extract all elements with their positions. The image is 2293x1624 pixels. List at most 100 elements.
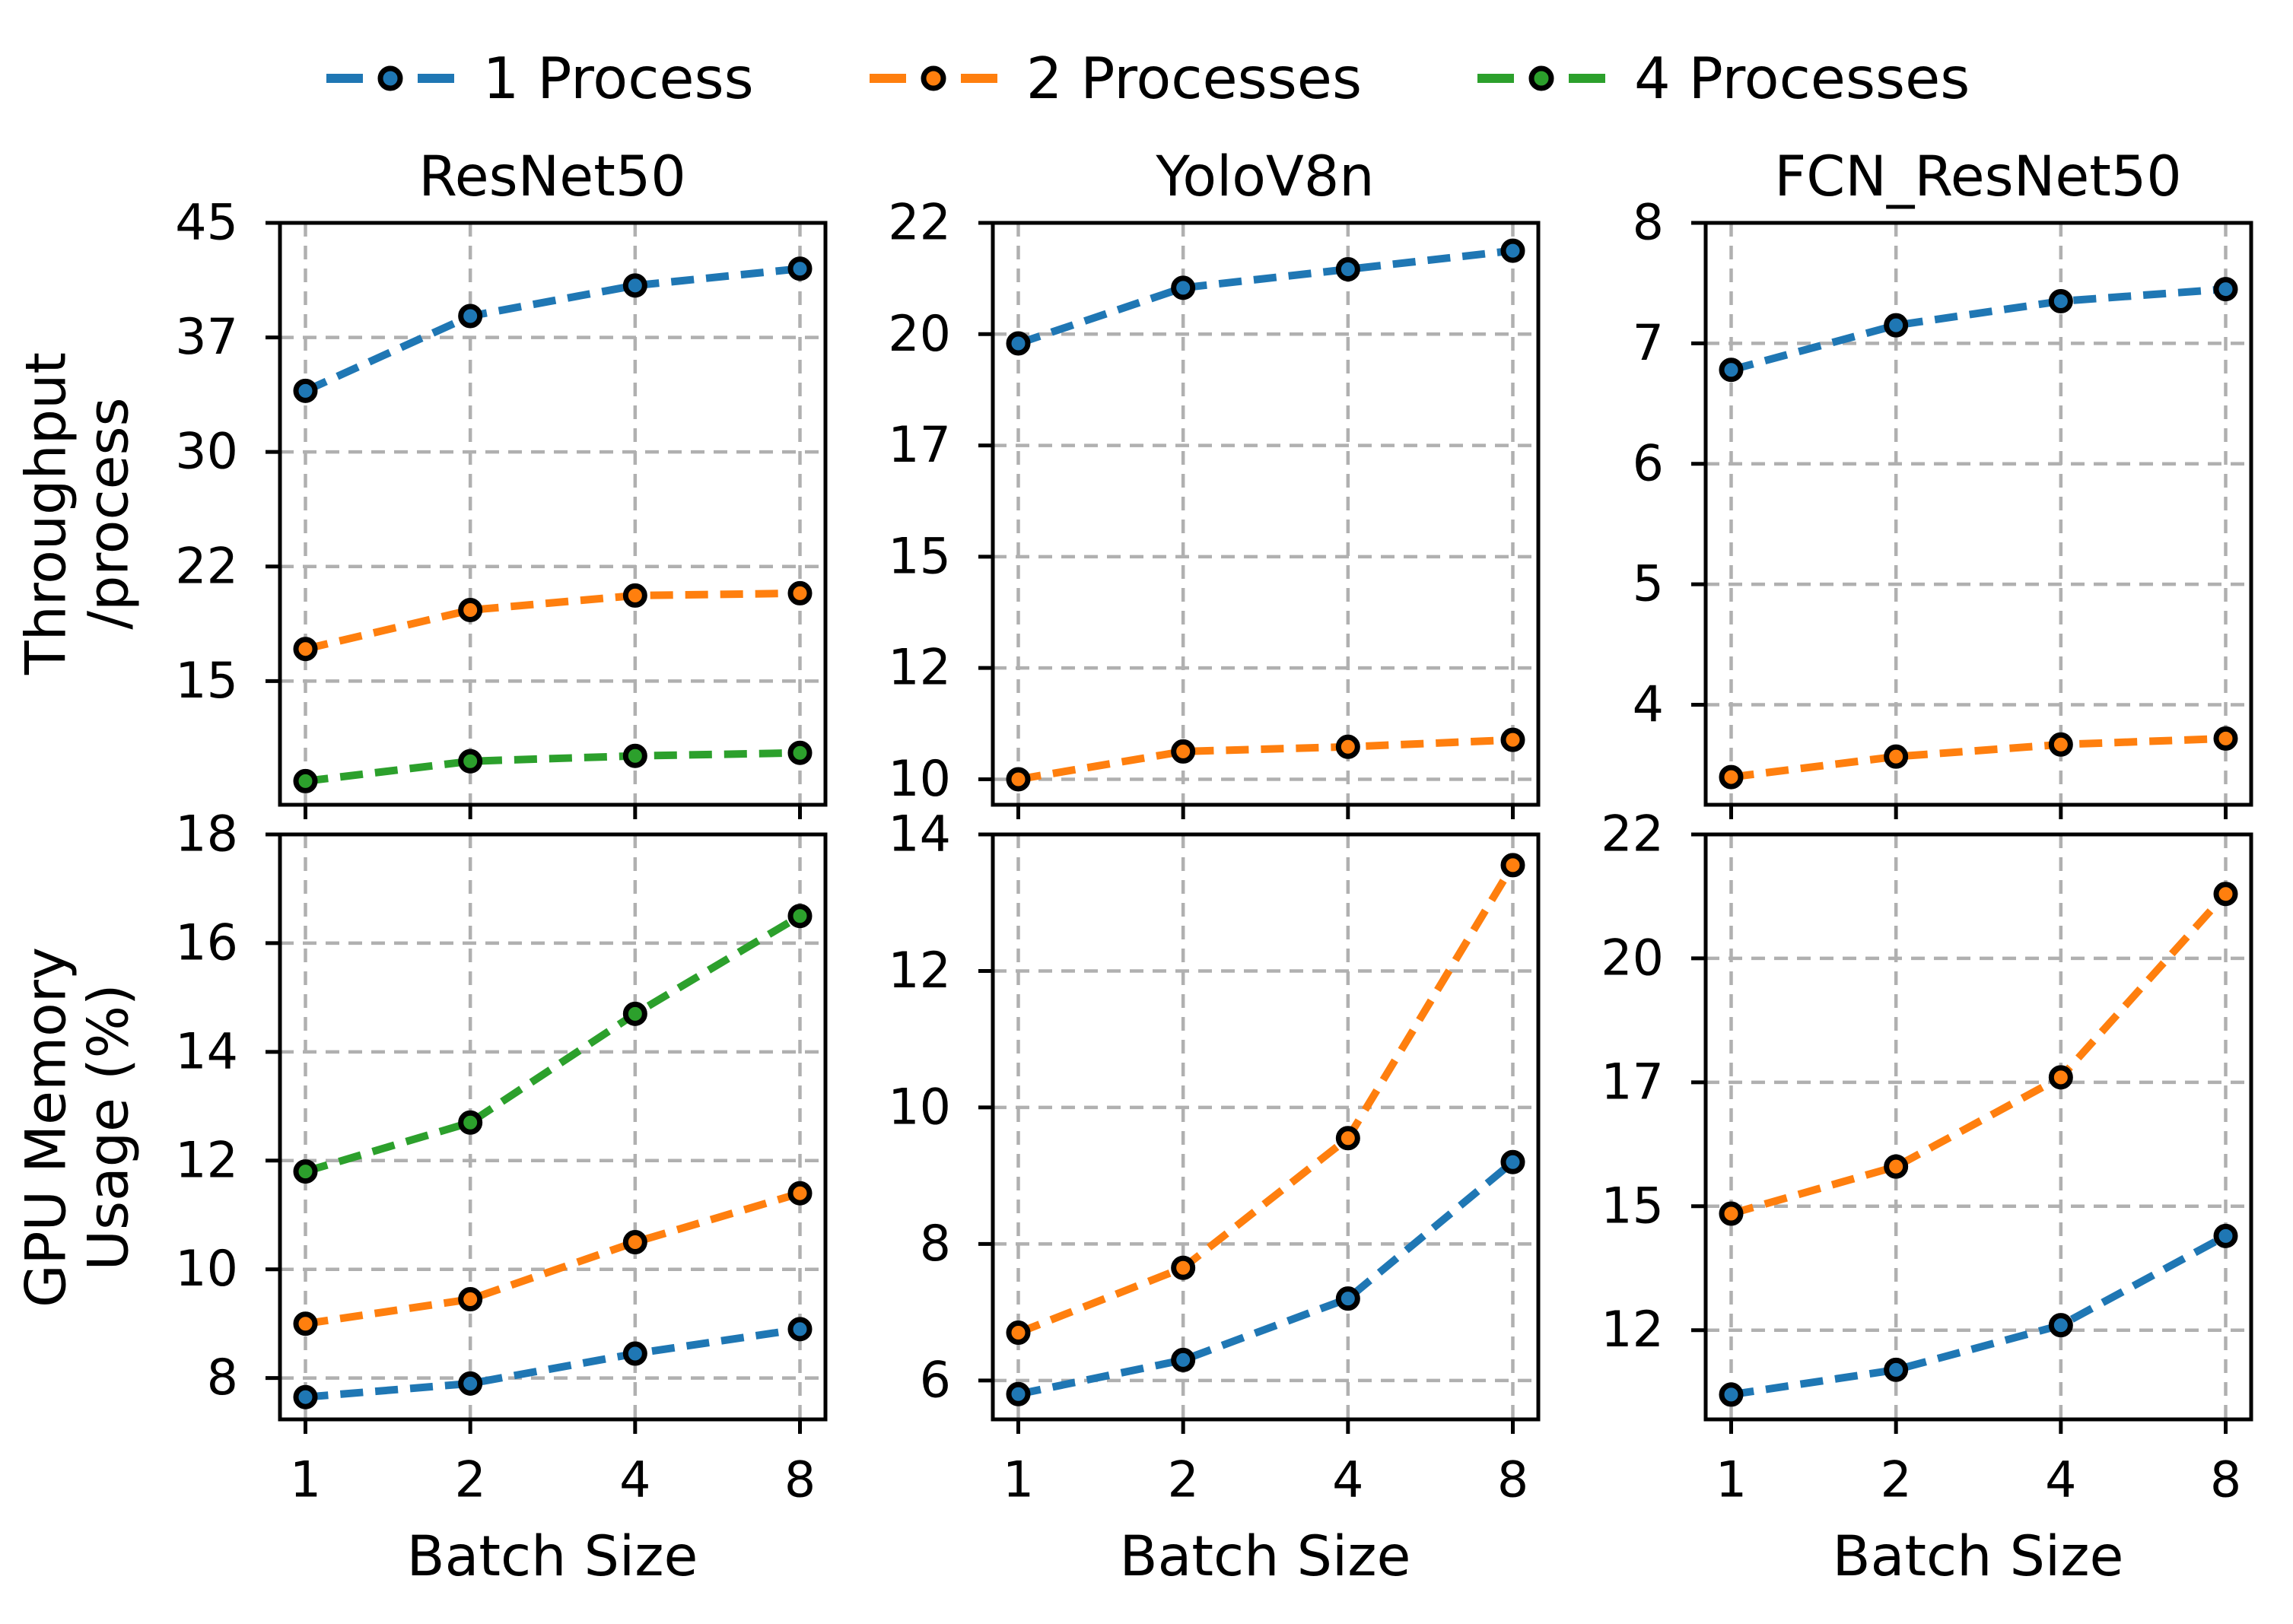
y-tick-label: 8 <box>1633 195 1664 252</box>
axes-spines <box>991 221 1541 807</box>
legend-line-marker-icon <box>869 65 997 91</box>
series-line <box>1730 1232 2228 1399</box>
y-tick-label: 17 <box>888 417 951 474</box>
y-tick-label: 8 <box>920 1216 951 1273</box>
y-tick-label: 18 <box>175 806 238 863</box>
x-tick-label: 2 <box>1880 1452 1911 1509</box>
x-tick-label: 1 <box>1716 1452 1747 1509</box>
data-point-marker <box>1335 734 1360 759</box>
data-point-marker <box>293 1384 318 1409</box>
y-tick-label: 22 <box>175 538 238 595</box>
y-tick-label: 14 <box>175 1023 238 1080</box>
x-tick-label: 2 <box>454 1452 485 1509</box>
series-2-processes <box>293 580 813 662</box>
axes-spines <box>991 832 1541 1422</box>
data-point-marker <box>622 743 647 768</box>
data-point-marker <box>1884 1154 1909 1179</box>
data-point-marker <box>1335 1126 1360 1151</box>
y-tick-label: 12 <box>888 942 951 1000</box>
data-point-marker <box>1171 1255 1196 1280</box>
data-point-marker <box>2213 1223 2238 1248</box>
data-point-marker <box>622 1341 647 1366</box>
x-tick-label: 1 <box>1003 1452 1034 1509</box>
y-tick-label: 17 <box>1601 1054 1664 1111</box>
data-point-marker <box>293 1159 318 1184</box>
series-line <box>304 1189 801 1328</box>
data-point-marker <box>1719 1382 1744 1407</box>
data-point-marker <box>622 1001 647 1026</box>
data-point-marker <box>1006 1320 1031 1346</box>
y-tick-label: 22 <box>888 195 951 252</box>
series-line <box>1730 734 2226 781</box>
y-tick-label: 12 <box>1601 1301 1664 1359</box>
data-point-marker <box>787 1181 813 1206</box>
series-2-processes <box>1006 727 1525 792</box>
data-point-marker <box>1500 727 1525 752</box>
series-1-process <box>1719 1223 2238 1407</box>
data-point-marker <box>622 1230 647 1255</box>
legend-item-label: 1 Process <box>482 44 754 112</box>
data-point-marker <box>1335 1286 1360 1311</box>
data-point-marker <box>458 748 483 774</box>
subplot-title-fcn-resnet50: FCN_ResNet50 <box>1774 145 2182 209</box>
y-tick-label: 8 <box>207 1349 238 1406</box>
series-2-processes <box>1006 853 1525 1346</box>
ticks <box>266 221 802 819</box>
data-point-marker <box>293 768 318 793</box>
legend: 1 Process 2 Processes 4 Processes <box>0 21 2293 135</box>
data-point-marker <box>458 597 483 622</box>
y-tick-label: 37 <box>175 309 238 366</box>
axes-spines <box>1703 221 2253 807</box>
data-point-marker <box>1884 1357 1909 1382</box>
data-point-marker <box>1335 256 1360 281</box>
y-tick-label: 12 <box>175 1132 238 1189</box>
data-point-marker <box>293 637 318 662</box>
y-tick-label: 20 <box>888 306 951 363</box>
legend-item-4-processes: 4 Processes <box>1474 49 1970 107</box>
series-line <box>1017 1158 1515 1398</box>
data-point-marker <box>2213 277 2238 302</box>
y-tick-label: 45 <box>175 195 238 252</box>
data-point-marker <box>2048 732 2073 757</box>
data-point-marker <box>1884 313 1909 338</box>
data-point-marker <box>787 740 813 765</box>
data-point-marker <box>1006 331 1031 356</box>
subplot-title-yolov8n: YoloV8n <box>1156 145 1375 209</box>
axes-spines <box>278 832 828 1422</box>
data-point-marker <box>1500 238 1525 263</box>
legend-item-1-process: 1 Process <box>323 44 754 112</box>
series-1-process <box>293 1317 813 1409</box>
tick-labels: 45 37 30 22 15 <box>175 195 238 710</box>
y-tick-label: 6 <box>1633 435 1664 492</box>
series-line <box>304 265 801 395</box>
series-4-processes <box>293 904 813 1184</box>
data-point-marker <box>458 1110 483 1135</box>
data-point-marker <box>1719 764 1744 790</box>
y-tick-label: 15 <box>175 653 238 710</box>
x-tick-label: 8 <box>784 1452 816 1509</box>
grid <box>280 221 825 805</box>
y-tick-label: 7 <box>1633 315 1664 372</box>
data-point-marker <box>2048 1065 2073 1090</box>
series-4-processes <box>293 740 813 793</box>
subplot-throughput-resnet50: 45 37 30 22 15 <box>175 195 828 819</box>
series-line <box>304 748 800 785</box>
data-point-marker <box>2048 288 2073 313</box>
subplot-title-resnet50: ResNet50 <box>418 145 686 209</box>
x-tick-label: 4 <box>1332 1452 1363 1509</box>
y-tick-label: 10 <box>175 1241 238 1298</box>
data-point-marker <box>2213 882 2238 907</box>
series-line <box>305 1325 801 1401</box>
y-tick-label: 15 <box>888 528 951 585</box>
axes-spines <box>278 221 828 807</box>
y-tick-label: 6 <box>920 1352 951 1409</box>
data-point-marker <box>2048 1313 2073 1338</box>
x-tick-label: 4 <box>619 1452 650 1509</box>
y-tick-label: 10 <box>888 751 951 808</box>
legend-item-label: 2 Processes <box>1026 44 1363 112</box>
data-point-marker <box>1719 358 1744 383</box>
